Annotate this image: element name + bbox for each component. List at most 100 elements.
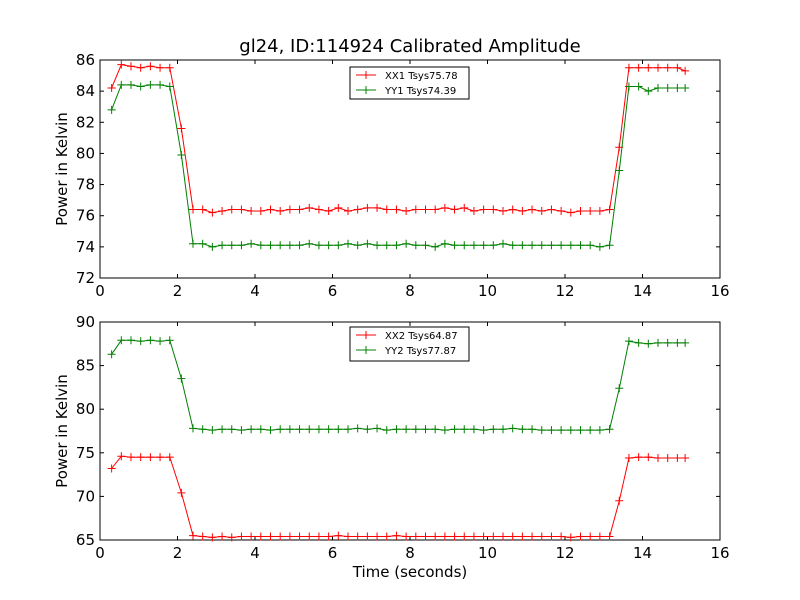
data-point: [285, 205, 294, 214]
x-tick-label: 4: [250, 544, 260, 562]
data-point: [382, 426, 391, 435]
data-point: [363, 203, 372, 212]
data-point: [654, 338, 662, 347]
data-point: [431, 242, 440, 251]
data-point: [344, 425, 352, 434]
data-point: [421, 241, 430, 250]
data-point: [198, 239, 207, 248]
data-point: [557, 532, 566, 541]
data-point: [431, 425, 440, 434]
data-point: [508, 241, 517, 250]
data-point: [681, 84, 690, 93]
legend-item: XX2 Tsys64.87: [356, 331, 458, 342]
data-point: [673, 63, 682, 72]
data-point: [634, 63, 643, 72]
legend-item: YY1 Tsys74.39: [356, 86, 456, 97]
data-point: [440, 532, 449, 541]
data-point: [547, 426, 556, 435]
data-point: [518, 241, 527, 250]
data-point: [266, 426, 275, 435]
data-point: [440, 203, 449, 212]
subplot-2: 0 2 4 6 8 10 12 14 16 65 70 75 80 85 90 Power in Kelvin…: [53, 313, 730, 581]
data-point: [411, 532, 420, 541]
x-tick-label: 8: [405, 282, 415, 300]
data-point: [528, 532, 537, 541]
data-point: [198, 425, 207, 434]
y-tick-label: 74: [76, 238, 95, 256]
data-point: [673, 338, 682, 347]
data-point: [469, 241, 478, 250]
data-point: [117, 452, 126, 461]
data-point: [586, 241, 595, 250]
data-point: [198, 205, 207, 214]
x-tick-label: 4: [250, 282, 260, 300]
data-point: [479, 426, 488, 435]
data-point: [295, 241, 304, 250]
data-point: [218, 425, 227, 434]
data-point: [334, 531, 343, 540]
data-point: [237, 426, 246, 435]
data-point: [469, 532, 478, 541]
data-point: [499, 207, 507, 216]
data-point: [373, 241, 382, 250]
data-point: [644, 87, 653, 96]
data-point: [382, 241, 391, 250]
data-point: [256, 241, 265, 250]
data-point: [566, 208, 575, 217]
data-point: [518, 532, 527, 541]
data-point: [127, 453, 135, 462]
data-point: [117, 336, 126, 345]
data-point: [508, 424, 517, 433]
data-point: [605, 532, 614, 541]
data-point: [431, 532, 440, 541]
x-tick-label: 8: [405, 544, 415, 562]
data-point: [344, 207, 352, 216]
data-point: [537, 426, 546, 435]
data-point: [402, 425, 411, 434]
data-point: [624, 454, 633, 463]
x-tick-label: 2: [173, 282, 183, 300]
x-tick-label: 2: [173, 544, 183, 562]
data-point: [586, 207, 595, 216]
data-point: [392, 531, 401, 540]
data-point: [576, 207, 585, 216]
data-point: [595, 242, 604, 251]
data-point: [537, 207, 546, 216]
data-point: [402, 207, 411, 216]
data-point: [127, 62, 135, 71]
legend-label: XX1 Tsys75.78: [385, 71, 458, 82]
data-point: [566, 533, 575, 542]
data-point: [198, 532, 207, 541]
y-tick-label: 70: [76, 487, 95, 505]
data-point: [644, 339, 653, 348]
data-point: [654, 63, 662, 72]
data-point: [218, 241, 227, 250]
data-point: [314, 532, 323, 541]
data-point: [314, 425, 323, 434]
legend-item: YY2 Tsys77.87: [356, 346, 456, 357]
y-tick-label: 85: [76, 357, 95, 375]
data-point: [663, 63, 672, 72]
data-point: [156, 80, 165, 89]
data-point: [557, 426, 566, 435]
data-point: [227, 425, 236, 434]
data-point: [334, 203, 343, 212]
data-point: [576, 241, 585, 250]
data-point: [285, 532, 294, 541]
data-point: [344, 532, 352, 541]
data-point: [324, 532, 333, 541]
data-point: [363, 425, 372, 434]
data-point: [208, 533, 217, 542]
y-tick-label: 80: [76, 144, 95, 162]
legend-label: YY1 Tsys74.39: [384, 86, 456, 97]
data-point: [295, 425, 304, 434]
data-point: [208, 208, 217, 217]
data-point: [247, 239, 256, 248]
x-tick-label: 0: [95, 544, 105, 562]
data-point: [469, 425, 478, 434]
x-tick-label: 6: [328, 544, 338, 562]
data-point: [189, 239, 197, 248]
x-tick-label: 14: [633, 282, 652, 300]
data-point: [136, 453, 145, 462]
legend-item: XX1 Tsys75.78: [356, 71, 458, 82]
